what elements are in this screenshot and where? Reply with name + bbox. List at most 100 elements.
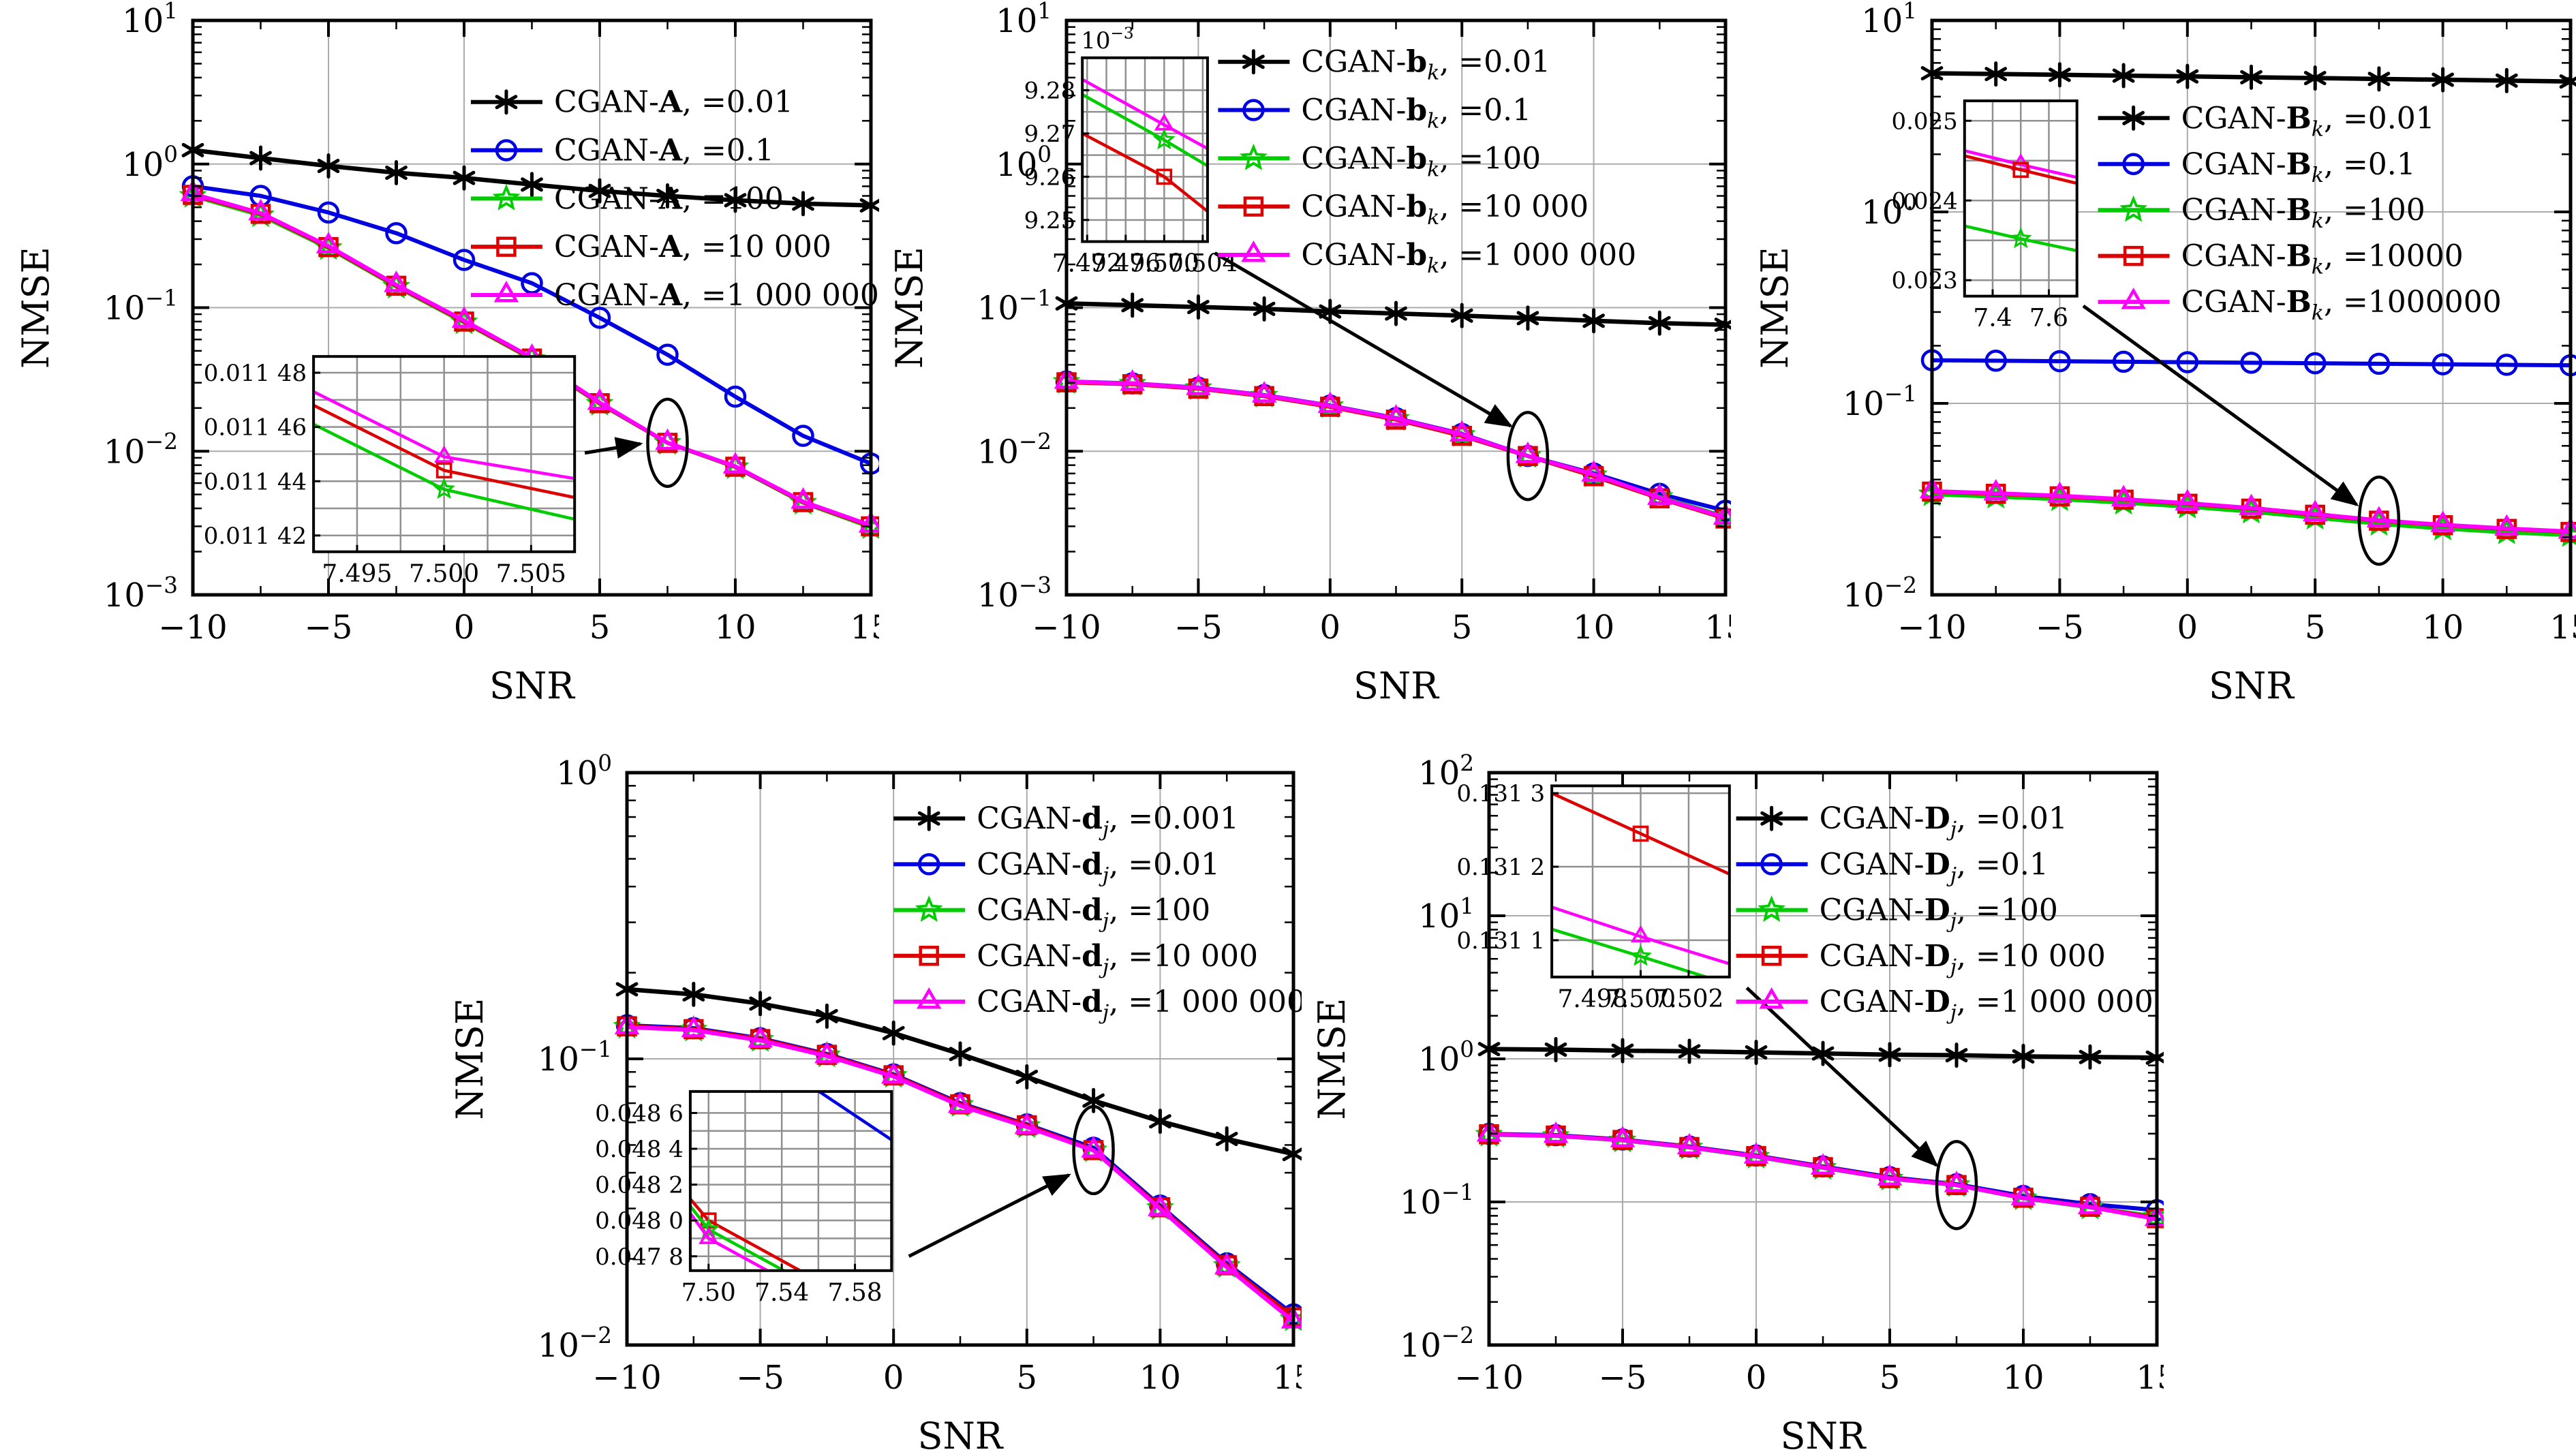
circle-marker: [656, 343, 679, 366]
asterisk-marker: [1745, 1039, 1768, 1065]
asterisk-marker: [1187, 294, 1210, 320]
circle-marker: [2367, 352, 2391, 375]
triangle-marker: [699, 1226, 719, 1244]
circle-marker: [2176, 351, 2199, 373]
annotation-arrow: [1214, 251, 1514, 428]
annotation-arrow: [1745, 987, 1939, 1167]
series-cgan-bk-0.01: [1055, 290, 1731, 338]
inset-y-tick-label: 0.024: [1891, 187, 1957, 215]
legend-item-1 000 000: CGAN-A, =1 000 000: [470, 278, 879, 313]
curves: [1475, 1036, 2164, 1229]
x-tick-label: 5: [589, 608, 611, 647]
triangle-marker: [1647, 483, 1672, 505]
series-cgan-Bk-1000000: [1919, 476, 2576, 539]
triangle-marker: [587, 388, 613, 410]
legend-item-100: CGAN-dj, =100: [893, 893, 1210, 933]
inset-labels: 0.011 42 0.011 44 0.011 46 0.011 48 7.495 7.5…: [204, 360, 566, 588]
x-tick-label: 0: [454, 608, 475, 647]
asterisk-marker: [385, 159, 408, 185]
legend-item-10 000: CGAN-A, =10 000: [470, 230, 831, 264]
series-cgan-Dj-1 000 000: [1476, 1120, 2164, 1226]
series-cgan-dj-0.001: [615, 976, 1302, 1167]
highlight-ellipse: [1935, 1139, 1978, 1231]
inset-y-tick-label: 0.131 1: [1456, 927, 1545, 955]
asterisk-marker: [1582, 308, 1605, 334]
asterisk-marker: [1242, 49, 1265, 75]
asterisk-marker: [2112, 63, 2135, 89]
y-tick-label: 10−1: [1400, 1179, 1474, 1222]
star-marker: [1239, 143, 1268, 170]
triangle-marker: [1676, 1132, 1702, 1155]
circle-marker: [1242, 99, 1265, 121]
plot-cgan-A: 10110010−110−210−3−10−5051015SNRNMSE0.01…: [0, 0, 879, 726]
x-axis-title: SNR: [1781, 1415, 1867, 1452]
legend-label: CGAN-bk, =0.1: [1301, 93, 1531, 134]
legend-item-1 000 000: CGAN-bk, =1 000 000: [1218, 238, 1636, 278]
legend-item-0.01: CGAN-Dj, =0.01: [1736, 801, 2068, 841]
legend-label: CGAN-dj, =0.001: [977, 801, 1239, 841]
series-cgan-bk-10 000: [1056, 372, 1731, 529]
inset-ticks: [1082, 89, 1204, 242]
star-marker: [1758, 895, 1786, 922]
series-cgan-Bk-0.1: [1920, 349, 2576, 377]
y-tick-label: 10−1: [538, 1036, 612, 1079]
legend-item-0.01: CGAN-Bk, =0.01: [2098, 101, 2435, 141]
inset-y-tick-label: 0.048 2: [595, 1172, 684, 1199]
asterisk-marker: [1385, 300, 1407, 326]
axis-ticks: [626, 771, 1295, 1346]
legend-item-0.1: CGAN-Bk, =0.1: [2098, 147, 2416, 187]
legend-item-100: CGAN-Bk, =100: [2098, 193, 2425, 233]
y-axis-title: NMSE: [888, 247, 931, 369]
triangle-marker: [2430, 510, 2455, 532]
legend-label: CGAN-dj, =1 000 000: [977, 985, 1302, 1025]
x-tick-label: −10: [1454, 1359, 1523, 1397]
inset-ticks: [1552, 792, 1690, 977]
y-tick-label: 10−1: [977, 285, 1052, 327]
chart-cgan-Bk: 10110010−110−2−10−5051015SNRNMSE0.0230.0…: [1753, 0, 2576, 707]
triangle-marker: [2175, 489, 2201, 511]
zoom-inset: 0.023 0.024 0.025 7.4 7.6: [1891, 99, 2079, 333]
x-tick-label: −5: [2036, 608, 2084, 647]
y-axis-title: NMSE: [448, 998, 491, 1120]
legend-item-10 000: CGAN-dj, =10 000: [893, 939, 1258, 979]
asterisk-marker: [2012, 1043, 2035, 1069]
square-marker: [2012, 161, 2029, 179]
asterisk-marker: [495, 89, 518, 115]
triangle-marker: [248, 198, 273, 221]
asterisk-marker: [2303, 65, 2327, 91]
legend-item-0.1: CGAN-Dj, =0.1: [1736, 847, 2049, 887]
legend-item-100: CGAN-bk, =100: [1218, 141, 1541, 181]
inset-y-tick-label: 0.011 44: [204, 468, 307, 495]
x-tick-label: 15: [2549, 608, 2576, 647]
circle-marker: [2303, 352, 2327, 375]
triangle-marker: [2047, 481, 2072, 504]
inset-series: [816, 1091, 892, 1141]
inset-x-tick-label: 7.58: [827, 1279, 882, 1307]
series-cgan-bk-100: [1052, 367, 1731, 529]
inset-y-tick-label: 0.011 46: [204, 414, 307, 442]
asterisk-marker: [682, 981, 705, 1007]
triangle-marker: [2302, 499, 2328, 522]
star-marker: [915, 895, 943, 922]
asterisk-marker: [1149, 1109, 1171, 1134]
inset-series: [1964, 224, 2077, 253]
triangle-marker: [1810, 1153, 1836, 1175]
inset-gridlines: [1082, 57, 1208, 242]
legend-label: CGAN-dj, =10 000: [977, 939, 1258, 979]
y-tick-label: 10−1: [104, 285, 178, 327]
axis-ticks: [1931, 19, 2572, 596]
asterisk-marker: [2495, 67, 2518, 93]
legend-label: CGAN-A, =1 000 000: [554, 278, 879, 313]
asterisk-marker: [1450, 303, 1473, 328]
x-tick-label: 10: [2422, 608, 2464, 647]
circle-marker: [521, 272, 543, 294]
square-marker: [1243, 196, 1264, 217]
legend: CGAN-dj, =0.001 CGAN-dj, =0.01 CGAN-dj, =1…: [893, 801, 1302, 1025]
x-tick-label: 5: [2305, 608, 2326, 647]
axis-ticks: [191, 19, 872, 596]
inset-series: [1552, 792, 1730, 876]
x-axis-title: SNR: [2209, 664, 2295, 707]
triangle-marker: [1743, 1142, 1769, 1164]
inset-x-tick-label: 7.495: [322, 560, 392, 588]
